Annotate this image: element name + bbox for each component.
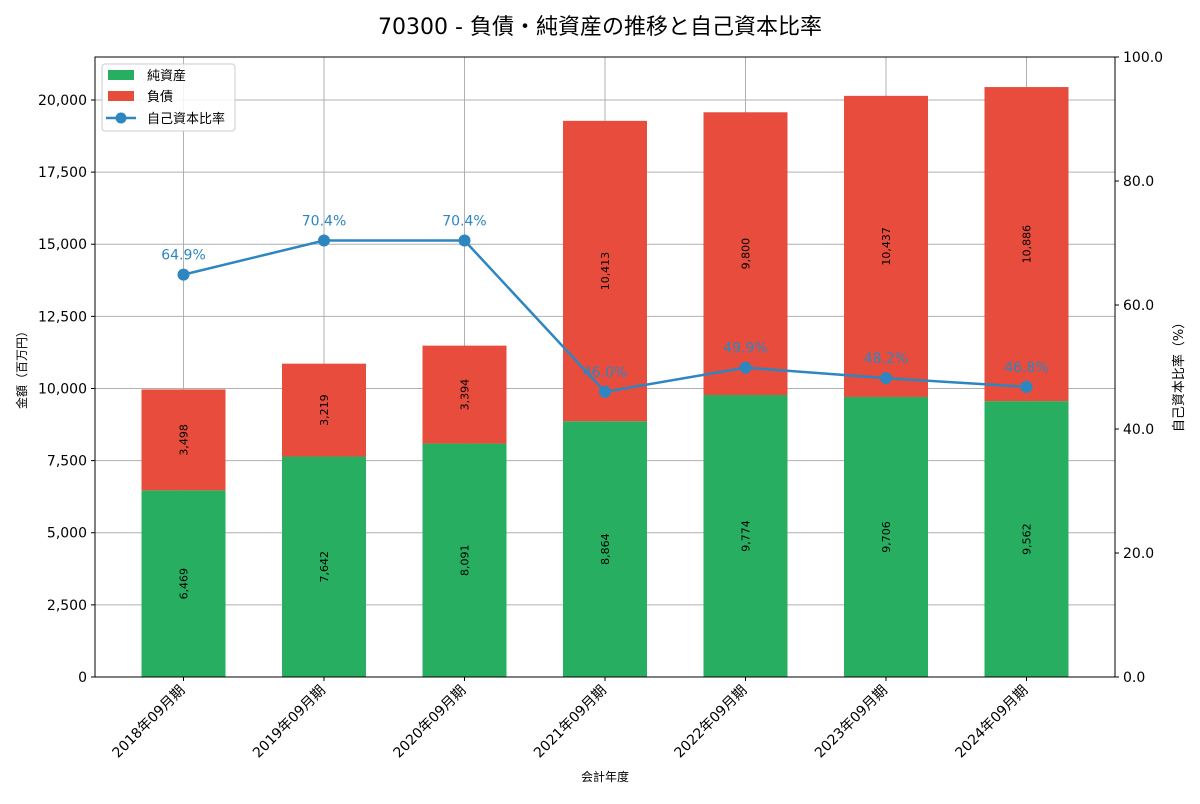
bar-liabilities (843, 95, 928, 397)
y-tick-label: 0 (78, 670, 87, 686)
y2-tick-label: 20.0 (1123, 546, 1154, 562)
data-label-liabilities: 3,394 (459, 379, 472, 411)
legend-swatch-liabilities (108, 91, 134, 101)
ratio-point (599, 385, 611, 398)
y-tick-label: 7,500 (47, 454, 87, 470)
y-tick-label: 15,000 (38, 237, 87, 253)
x-tick-label: 2024年09月期 (953, 683, 1032, 762)
ratio-label: 46.0% (583, 365, 627, 381)
y-tick-label: 17,500 (38, 165, 87, 181)
y2-tick-label: 80.0 (1123, 174, 1154, 190)
data-label-net-assets: 7,642 (318, 551, 331, 583)
y2-tick-label: 60.0 (1123, 298, 1154, 314)
legend-label-ratio: 自己資本比率 (147, 111, 225, 127)
x-tick-label: 2022年09月期 (672, 683, 751, 762)
ratio-point (739, 361, 752, 374)
legend-box (101, 63, 236, 132)
x-tick-label: 2021年09月期 (531, 683, 610, 762)
bar-net-assets (141, 490, 226, 677)
x-axis-label: 会計年度 (581, 769, 629, 784)
bars: 6,469 3,498 7,642 3,219 8,091 3,394 8,864 10,41… (141, 87, 1069, 677)
ratio-line: 64.9% 70.4% 70.4% 46.0% 49.9% 48.2% 46.8% (161, 214, 1049, 398)
y2-axis-label: 自己資本比率（%） (1171, 316, 1187, 432)
data-label-liabilities: 3,219 (318, 394, 331, 426)
legend-swatch-net-assets (108, 70, 134, 80)
bar-liabilities (984, 87, 1069, 402)
bar-net-assets (984, 401, 1069, 677)
bar-liabilities (563, 120, 647, 422)
ratio-point (458, 234, 471, 247)
legend-label-liabilities: 負債 (147, 90, 173, 105)
chart-title: 70300 - 負債・純資産の推移と自己資本比率 (378, 15, 822, 40)
bar-liabilities (703, 112, 788, 396)
ratio-label: 70.4% (302, 214, 346, 230)
ratio-label: 49.9% (723, 341, 767, 357)
ratio-label: 64.9% (161, 248, 205, 264)
bar-net-assets (282, 456, 367, 677)
y2-tick-label: 100.0 (1123, 50, 1163, 66)
y-tick-label: 5,000 (47, 526, 87, 542)
x-tick-label: 2019年09月期 (250, 683, 329, 762)
data-label-liabilities: 10,413 (599, 252, 612, 291)
legend-marker-ratio (115, 112, 127, 124)
data-label-net-assets: 9,774 (739, 520, 752, 552)
data-label-liabilities: 3,498 (178, 424, 191, 456)
x-tick-label: 2018年09月期 (110, 683, 189, 762)
data-label-liabilities: 9,800 (739, 238, 752, 269)
bar-net-assets (843, 396, 928, 677)
data-label-liabilities: 10,437 (880, 227, 893, 266)
legend-label-net-assets: 純資産 (147, 68, 186, 84)
bar-liabilities (282, 363, 367, 457)
x-tick-label: 2020年09月期 (391, 683, 470, 762)
y-tick-label: 20,000 (38, 93, 87, 109)
y2-tick-label: 0.0 (1123, 670, 1145, 686)
bar-net-assets (703, 395, 788, 677)
data-label-net-assets: 6,469 (178, 568, 191, 600)
x-tick-label: 2023年09月期 (812, 683, 891, 762)
bar-net-assets (563, 421, 647, 677)
y-axis-label: 金額（百万円） (14, 325, 29, 409)
bar-liabilities (422, 345, 507, 444)
y2-tick-label: 40.0 (1123, 422, 1154, 438)
ratio-point (1020, 380, 1033, 393)
data-label-net-assets: 9,706 (880, 521, 893, 553)
bar-liabilities (141, 389, 226, 491)
y-tick-label: 10,000 (38, 381, 87, 397)
ratio-label: 46.8% (1004, 360, 1048, 376)
data-label-liabilities: 10,886 (1020, 225, 1033, 263)
bar-net-assets (422, 443, 507, 677)
y-tick-label: 12,500 (38, 309, 87, 325)
y-tick-label: 2,500 (47, 598, 87, 614)
data-label-net-assets: 8,864 (599, 533, 612, 565)
ratio-label: 70.4% (442, 214, 486, 230)
ratio-point (318, 234, 331, 247)
data-label-net-assets: 9,562 (1020, 523, 1033, 555)
data-label-net-assets: 8,091 (459, 545, 472, 577)
ratio-point (177, 268, 190, 281)
ratio-label: 48.2% (864, 351, 908, 367)
ratio-point (879, 372, 892, 385)
